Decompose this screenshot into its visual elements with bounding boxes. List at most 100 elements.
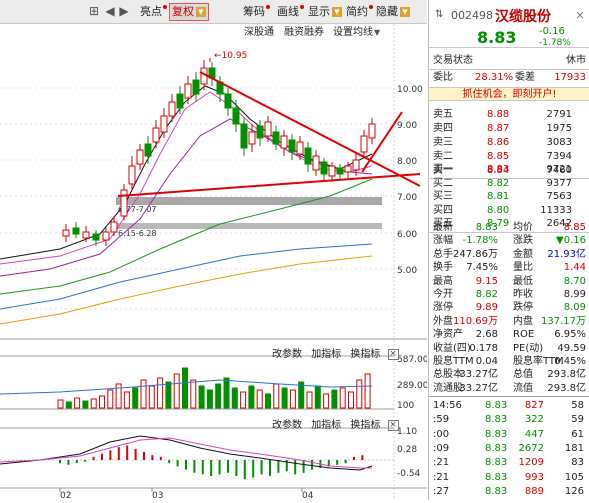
- chevron-down-icon: ▼: [374, 28, 381, 37]
- level-label: 买三: [433, 191, 453, 203]
- weicha-value: 17933: [554, 72, 586, 83]
- volume-bar: [323, 393, 330, 409]
- candle-down: [304, 147, 312, 165]
- sell-level[interactable]: 卖一 8.84 7460: [429, 164, 589, 178]
- volume-switch-indicator[interactable]: 换指标: [350, 349, 381, 360]
- stat-value: 8.70: [563, 275, 586, 287]
- volume-bar: [364, 373, 371, 409]
- tick-time: :27: [433, 485, 450, 497]
- tick-count: 58: [571, 400, 584, 411]
- macd-edit-params[interactable]: 改参数: [272, 420, 302, 431]
- stat-value: 0.178: [469, 342, 498, 354]
- stat-label: 均价: [513, 222, 533, 233]
- stat-label: 跌停: [513, 302, 533, 314]
- candle-up: [352, 159, 360, 171]
- stat-value: 33.27亿: [459, 369, 498, 381]
- stat-value: 137.17万: [541, 315, 586, 327]
- volume-bar: [256, 389, 263, 409]
- display-label: 显示: [308, 5, 330, 18]
- tick-price: 8.83: [485, 471, 508, 483]
- tick-price: 8.83: [485, 428, 508, 440]
- layout-icon[interactable]: ⊞: [88, 4, 100, 18]
- macd-add-indicator[interactable]: 加指标: [311, 420, 342, 431]
- hide-button[interactable]: 隐藏 ▼: [376, 3, 410, 21]
- volume-bar: [165, 381, 172, 409]
- kline-chart-area[interactable]: 深股通 融资融券 设置均线 ▼ 10.00 9.00 8.00 7.00 6.0…: [0, 24, 429, 501]
- stat-value: 21.93亿: [547, 248, 586, 260]
- tick-price: 8.83: [485, 414, 508, 426]
- kline-chart-svg[interactable]: 深股通 融资融券 设置均线 ▼ 10.00 9.00 8.00 7.00 6.0…: [0, 24, 429, 501]
- macd-y-tick: -0.54: [397, 469, 421, 479]
- candle-down: [92, 233, 100, 241]
- volume-toolbar: 改参数 加指标 换指标 ×: [272, 345, 399, 360]
- buy-level[interactable]: 买四 8.80 11333: [429, 204, 589, 218]
- close-icon[interactable]: ×: [387, 419, 399, 431]
- volume-bar: [173, 373, 180, 409]
- next-icon[interactable]: ▶: [119, 4, 129, 18]
- candle-up: [328, 165, 336, 177]
- tab-ma-settings[interactable]: 设置均线: [333, 25, 373, 38]
- volume-bar: [306, 391, 313, 409]
- sell-level[interactable]: 卖二 8.85 7394: [429, 150, 589, 164]
- volume-bar: [339, 387, 346, 409]
- volume-bar: [190, 379, 197, 409]
- candle-up: [168, 101, 176, 117]
- tab-margin[interactable]: 融资融券: [284, 25, 324, 38]
- macd-histogram: [59, 445, 364, 480]
- stat-row: 流通股 33.27亿 流值 293.8亿: [429, 382, 589, 396]
- stat-label: 最新: [433, 222, 453, 233]
- volume-y-tick: 100: [397, 401, 414, 411]
- stat-value: 8.85: [563, 222, 586, 233]
- close-icon[interactable]: ×: [575, 8, 586, 22]
- stock-name: 汉缆股份: [495, 9, 551, 25]
- display-button[interactable]: 显示 ▼: [308, 3, 342, 21]
- simple-button[interactable]: 简约: [346, 3, 373, 21]
- buy-level[interactable]: 买二 8.82 9377: [429, 177, 589, 191]
- candle-up: [110, 221, 118, 233]
- stat-value: ▼0.16: [556, 235, 586, 247]
- volume-add-indicator[interactable]: 加指标: [311, 349, 342, 360]
- level-price: 8.84: [487, 165, 510, 176]
- switch-icon[interactable]: ⇅: [435, 9, 444, 20]
- sell-level[interactable]: 卖三 8.86 3083: [429, 136, 589, 150]
- tick-volume: 2672: [518, 442, 544, 454]
- support-band-1: [116, 197, 382, 205]
- volume-bar: [265, 393, 271, 409]
- buy-level[interactable]: 买三 8.81 7563: [429, 190, 589, 204]
- candle-up: [296, 141, 304, 155]
- open-account-banner[interactable]: 抓住机会，即刻开户!: [429, 87, 589, 101]
- volume-edit-params[interactable]: 改参数: [272, 349, 302, 360]
- buy-level[interactable]: 买一 8.83 9721: [429, 163, 589, 177]
- trendline-up: [117, 173, 421, 197]
- tab-hk-connect[interactable]: 深股通: [244, 26, 274, 38]
- candle-down: [192, 79, 200, 95]
- tick-row: :09 8.83 2672 181: [429, 442, 589, 456]
- macd-y-tick: 0.28: [397, 445, 417, 455]
- candle-down: [224, 93, 232, 109]
- fuquan-button[interactable]: 复权 ▼: [169, 3, 209, 21]
- draw-line-button[interactable]: 画线: [277, 3, 304, 21]
- sell-level[interactable]: 卖五 8.88 2791: [429, 108, 589, 122]
- highlight-button[interactable]: 亮点: [140, 3, 167, 21]
- volume-bar: [231, 387, 238, 409]
- price-change-pct: -1.78%: [539, 38, 571, 48]
- chouma-button[interactable]: 筹码: [243, 3, 270, 21]
- candle-down: [272, 131, 280, 145]
- macd-switch-indicator[interactable]: 换指标: [350, 420, 381, 431]
- level-volume: 7563: [546, 191, 572, 203]
- buy-level[interactable]: 买五 8.79 2642: [429, 217, 589, 231]
- level-label: 卖五: [433, 109, 453, 120]
- close-icon[interactable]: ×: [387, 348, 399, 360]
- volume-bar: [289, 389, 296, 409]
- stat-label: 净资产: [433, 329, 463, 341]
- sell-level[interactable]: 卖四 8.87 1975: [429, 122, 589, 136]
- weibi-value: 28.31%: [475, 72, 514, 83]
- volume-y-tick: 587.00: [397, 355, 427, 365]
- candle-down: [256, 125, 264, 139]
- macd-dif-line: [0, 435, 373, 471]
- volume-bar: [206, 389, 213, 409]
- x-axis-label: 03: [152, 491, 163, 500]
- stat-label: 总股本: [433, 369, 463, 381]
- stat-value: 0.45%: [554, 356, 586, 367]
- prev-icon[interactable]: ◀: [105, 4, 115, 18]
